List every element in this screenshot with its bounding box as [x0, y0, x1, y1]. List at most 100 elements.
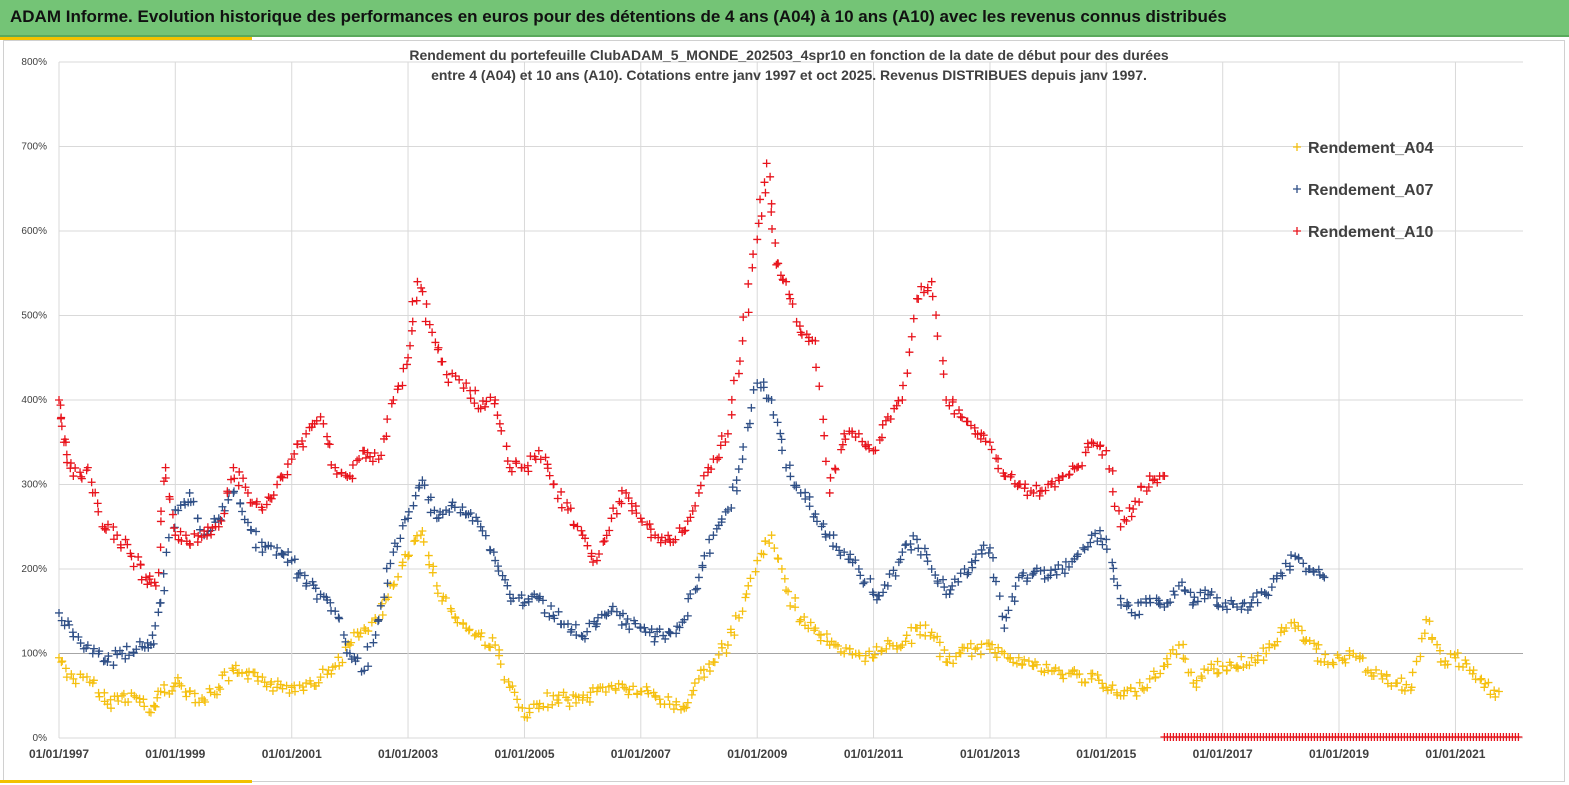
- filler-point: [766, 172, 775, 181]
- x-tick-label: 01/01/2017: [1193, 747, 1253, 761]
- x-tick-label: 01/01/2005: [494, 747, 554, 761]
- filler-point: [312, 595, 321, 604]
- filler-point: [495, 419, 504, 428]
- data-point: [767, 531, 776, 540]
- filler-point: [1207, 660, 1216, 669]
- filler-point: [681, 526, 690, 535]
- data-point: [622, 619, 631, 628]
- filler-point: [93, 499, 102, 508]
- filler-point: [683, 611, 692, 620]
- filler-point: [628, 506, 637, 515]
- filler-point: [238, 507, 247, 516]
- data-point: [156, 687, 165, 696]
- filler-point: [812, 363, 821, 372]
- filler-point: [605, 526, 614, 535]
- filler-point: [504, 677, 513, 686]
- filler-point: [1137, 482, 1146, 491]
- y-tick-label: 700%: [21, 142, 47, 153]
- filler-point: [319, 419, 328, 428]
- data-point: [1145, 472, 1154, 481]
- y-tick-label: 500%: [21, 311, 47, 322]
- filler-point: [61, 664, 70, 673]
- data-point: [1087, 531, 1096, 540]
- filler-point: [624, 690, 633, 699]
- data-point: [316, 673, 325, 682]
- data-point: [927, 277, 936, 286]
- filler-point: [1212, 600, 1221, 609]
- filler-point: [486, 643, 495, 652]
- filler-point: [977, 640, 986, 649]
- data-point: [491, 396, 500, 404]
- filler-point: [408, 297, 417, 306]
- filler-point: [425, 560, 434, 569]
- data-point: [171, 531, 180, 540]
- filler-point: [1098, 450, 1107, 459]
- filler-point: [657, 533, 666, 542]
- filler-point: [903, 369, 912, 378]
- filler-point: [707, 465, 716, 474]
- data-point: [1247, 653, 1256, 662]
- filler-point: [881, 416, 890, 425]
- filler-point: [939, 370, 948, 379]
- data-point: [1189, 598, 1198, 607]
- filler-point: [767, 207, 776, 216]
- filler-point: [664, 531, 673, 540]
- filler-point: [943, 658, 952, 667]
- filler-point: [1387, 681, 1396, 690]
- filler-point: [928, 292, 937, 301]
- data-point: [1407, 683, 1416, 692]
- filler-point: [523, 713, 532, 722]
- filler-point: [1024, 657, 1033, 666]
- filler-point: [994, 464, 1003, 473]
- filler-point: [1135, 610, 1144, 619]
- filler-point: [410, 537, 419, 546]
- filler-point: [773, 418, 782, 427]
- filler-point: [470, 399, 479, 408]
- filler-point: [955, 406, 964, 415]
- filler-point: [1124, 601, 1133, 610]
- filler-point: [1179, 654, 1188, 663]
- filler-point: [933, 332, 942, 341]
- filler-point: [168, 510, 177, 519]
- filler-point: [675, 524, 684, 533]
- filler-point: [586, 688, 595, 697]
- data-point: [118, 691, 127, 700]
- data-point: [753, 379, 762, 388]
- filler-point: [554, 607, 563, 616]
- filler-point: [348, 474, 357, 483]
- filler-point: [335, 614, 344, 623]
- filler-point: [785, 461, 794, 470]
- x-tick-label: 01/01/2007: [611, 747, 671, 761]
- filler-point: [963, 417, 972, 426]
- data-point: [782, 277, 791, 286]
- filler-point: [1115, 506, 1124, 515]
- filler-point: [851, 556, 860, 565]
- filler-point: [721, 437, 730, 446]
- filler-point: [481, 531, 490, 540]
- filler-point: [923, 557, 932, 566]
- filler-point: [1054, 560, 1063, 569]
- filler-point: [455, 375, 464, 384]
- filler-point: [130, 691, 139, 700]
- filler-point: [82, 672, 91, 681]
- filler-point: [293, 440, 302, 449]
- data-point: [709, 531, 718, 540]
- filler-point: [804, 624, 813, 633]
- filler-point: [283, 558, 292, 567]
- filler-point: [837, 445, 846, 454]
- filler-point: [1187, 668, 1196, 677]
- filler-point: [268, 686, 277, 695]
- data-point: [113, 531, 122, 540]
- filler-point: [220, 509, 229, 518]
- filler-point: [671, 535, 680, 544]
- filler-point: [902, 631, 911, 640]
- data-point: [185, 488, 194, 497]
- data-point: [1000, 624, 1009, 633]
- header-banner: ADAM Informe. Evolution historique des p…: [0, 0, 1569, 37]
- legend-item: Rendement_A07: [1293, 182, 1433, 199]
- filler-point: [1154, 599, 1163, 608]
- filler-point: [482, 397, 491, 406]
- filler-point: [512, 459, 521, 468]
- filler-point: [1425, 617, 1434, 626]
- data-point: [753, 556, 762, 565]
